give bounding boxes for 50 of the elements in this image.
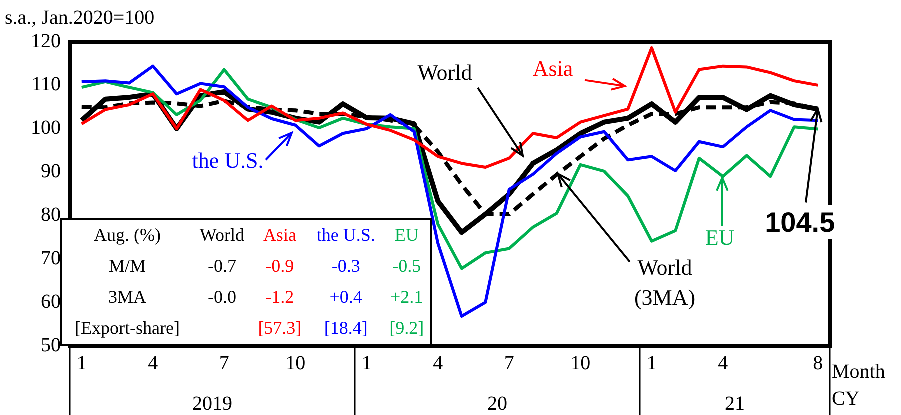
x-axis-title: Month [832,361,886,383]
annotation: [18.4] [323,317,369,340]
annotation: [Export-share] [74,317,181,340]
x-tick-label: 4 [433,352,444,374]
annotation: Asia [262,224,298,247]
annotation: [57.3] [257,317,303,340]
y-axis-title: s.a., Jan.2020=100 [5,7,155,29]
y-tick-label: 90 [41,160,61,183]
y-tick-label: 110 [32,74,61,96]
legend-label: the U.S. [192,148,264,173]
annotation: -0.7 [206,255,238,278]
x-tick-label: 1 [362,352,372,374]
x-tick-label: 1 [76,352,87,374]
annotation: -0.5 [392,255,422,278]
annotation: Aug. (%) [93,224,162,247]
x-tick-label: 7 [219,352,230,374]
y-tick-label: 120 [31,30,61,52]
text: CY [832,388,860,410]
series-label: EU [705,225,735,250]
annotation: M/M [108,255,148,278]
annotation: [9.2] [388,317,426,340]
x-tick-label: 10 [286,352,306,374]
annotation: -0.3 [330,255,362,278]
annotation: -0.9 [264,255,296,278]
annotation: 3MA [108,286,148,309]
y-tick-label: 50 [41,334,61,356]
y-tick-label: 100 [31,117,61,140]
text: World (3MA) [634,255,696,310]
x-tick-label: 8 [813,352,824,374]
series-label: World [418,60,472,85]
y-tick-label: 60 [41,290,61,313]
text: 2019 [192,393,232,415]
text: 21 [725,393,745,415]
y-tick-label: 70 [41,247,61,270]
y-tick-label: 80 [41,204,61,226]
annotation: -1.2 [264,286,296,309]
x-tick-label: 1 [646,352,657,374]
annotation: the U.S. [316,224,376,247]
x-tick-label: 4 [148,352,158,374]
annotation: World [198,224,246,247]
annotation: +0.4 [328,286,364,309]
x-tick-label: 10 [570,352,591,374]
annotation: 104.5 [765,207,836,238]
annotation: +2.1 [390,286,424,309]
x-tick-label: 7 [504,352,514,374]
annotation: EU [394,224,420,247]
legend-label: Asia [532,56,574,81]
x-tick-label: 4 [718,352,728,374]
annotation: -0.0 [206,286,238,309]
text: 20 [488,393,508,415]
